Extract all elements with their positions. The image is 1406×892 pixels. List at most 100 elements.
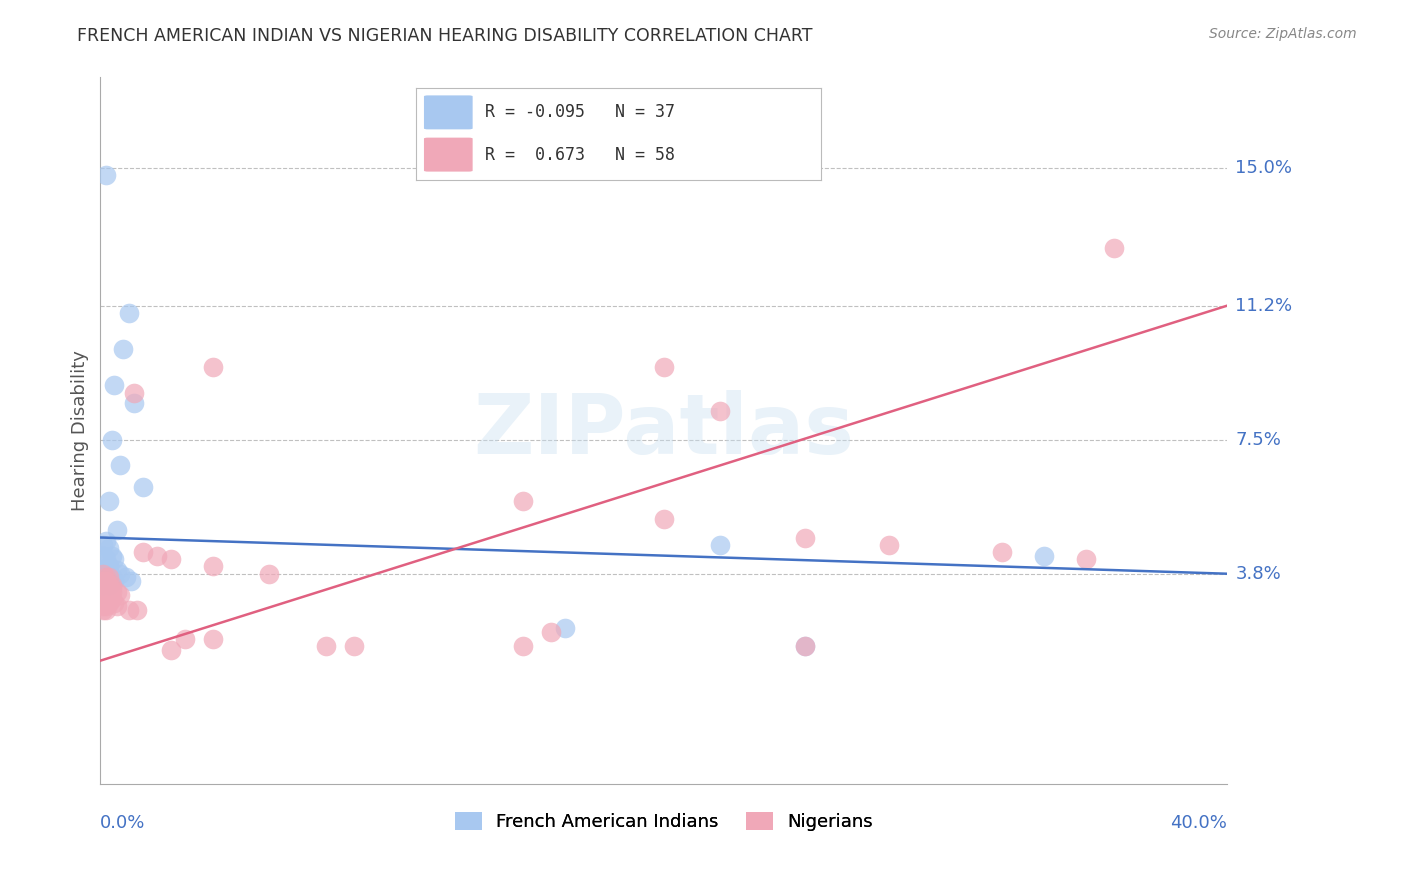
Point <box>111 342 134 356</box>
Point <box>91 581 114 595</box>
Point <box>709 538 731 552</box>
Point <box>105 585 128 599</box>
Point <box>97 577 120 591</box>
Point <box>91 556 114 570</box>
Point <box>91 592 114 607</box>
Point <box>97 559 120 574</box>
Point <box>100 585 122 599</box>
Point <box>117 603 139 617</box>
Point <box>91 566 114 581</box>
Point <box>877 538 900 552</box>
Point <box>97 494 120 508</box>
Point <box>990 545 1012 559</box>
Point <box>122 396 145 410</box>
Point <box>512 639 534 653</box>
Point <box>91 563 114 577</box>
Point <box>103 596 125 610</box>
Point <box>97 596 120 610</box>
Point <box>202 360 225 375</box>
Text: ZIPatlas: ZIPatlas <box>474 390 855 471</box>
Point <box>125 603 148 617</box>
Text: 40.0%: 40.0% <box>1170 814 1227 832</box>
Point <box>343 639 366 653</box>
Point <box>315 639 337 653</box>
Point <box>709 403 731 417</box>
Point <box>540 624 562 639</box>
Point <box>131 480 153 494</box>
Point <box>554 621 576 635</box>
Point <box>100 592 122 607</box>
Point <box>97 570 120 584</box>
Point <box>103 574 125 588</box>
Point <box>94 581 117 595</box>
Point <box>94 570 117 584</box>
Point <box>91 589 114 603</box>
Point <box>91 566 114 581</box>
Point <box>91 549 114 563</box>
Point <box>117 306 139 320</box>
Point <box>94 574 117 588</box>
Point <box>103 552 125 566</box>
Point <box>202 632 225 646</box>
Point <box>94 563 117 577</box>
Point <box>1076 552 1098 566</box>
Point <box>100 549 122 563</box>
Point <box>259 566 281 581</box>
Point <box>105 563 128 577</box>
Point <box>91 577 114 591</box>
Point <box>94 570 117 584</box>
Point <box>94 592 117 607</box>
Point <box>94 585 117 599</box>
Point <box>97 581 120 595</box>
Text: FRENCH AMERICAN INDIAN VS NIGERIAN HEARING DISABILITY CORRELATION CHART: FRENCH AMERICAN INDIAN VS NIGERIAN HEARI… <box>77 27 813 45</box>
Text: 11.2%: 11.2% <box>1236 297 1292 315</box>
Point <box>105 523 128 537</box>
Point <box>94 596 117 610</box>
Point <box>108 566 131 581</box>
Point <box>103 378 125 392</box>
Point <box>91 574 114 588</box>
Point <box>94 603 117 617</box>
Point <box>114 570 136 584</box>
Point <box>173 632 195 646</box>
Point <box>652 360 675 375</box>
Point <box>512 494 534 508</box>
Point <box>91 603 114 617</box>
Point <box>97 577 120 591</box>
Point <box>94 168 117 182</box>
Point <box>91 599 114 614</box>
Point <box>793 639 815 653</box>
Point <box>793 531 815 545</box>
Text: Source: ZipAtlas.com: Source: ZipAtlas.com <box>1209 27 1357 41</box>
Legend: French American Indians, Nigerians: French American Indians, Nigerians <box>447 805 880 838</box>
Point <box>91 538 114 552</box>
Point <box>793 639 815 653</box>
Point <box>159 552 181 566</box>
Text: 0.0%: 0.0% <box>100 814 146 832</box>
Point <box>202 559 225 574</box>
Point <box>97 589 120 603</box>
Point <box>91 585 114 599</box>
Point <box>108 458 131 472</box>
Y-axis label: Hearing Disability: Hearing Disability <box>72 351 89 511</box>
Point <box>145 549 167 563</box>
Point <box>94 589 117 603</box>
Point <box>120 574 142 588</box>
Point <box>97 566 120 581</box>
Point <box>108 589 131 603</box>
Point <box>100 570 122 584</box>
Point <box>100 577 122 591</box>
Point <box>94 552 117 566</box>
Point <box>159 642 181 657</box>
Text: 7.5%: 7.5% <box>1236 431 1281 449</box>
Point <box>91 577 114 591</box>
Point <box>94 534 117 549</box>
Text: 15.0%: 15.0% <box>1236 159 1292 177</box>
Point <box>1033 549 1056 563</box>
Point <box>91 596 114 610</box>
Point <box>91 574 114 588</box>
Point <box>94 599 117 614</box>
Point <box>100 581 122 595</box>
Point <box>105 599 128 614</box>
Point <box>1104 241 1126 255</box>
